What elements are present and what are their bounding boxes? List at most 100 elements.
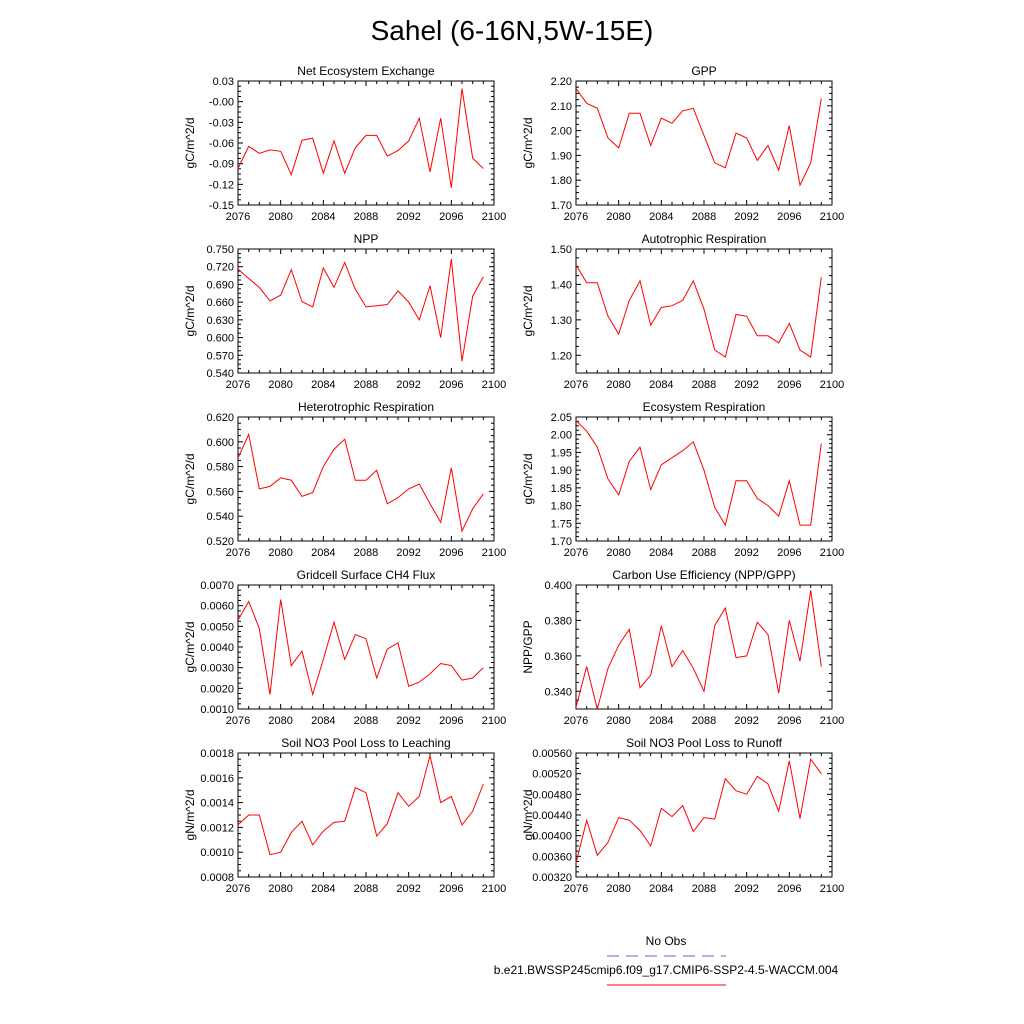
panel-3: NPP 2076 2080 2084 2088 2092 2096 2100 0.540 0.57… [183,232,506,391]
x-tick-label: 2076 [564,379,588,391]
x-tick-label: 2096 [439,211,463,223]
x-tick-label: 2080 [268,715,292,727]
figure-title: Sahel (6-16N,5W-15E) [371,15,654,46]
x-tick-label: 2080 [606,211,630,223]
x-tick-label: 2080 [268,883,292,895]
x-tick-label: 2100 [482,715,506,727]
x-tick-label: 2084 [311,883,335,895]
y-tick-label: 0.360 [544,651,572,663]
x-tick-label: 2076 [226,211,250,223]
x-tick-label: 2084 [649,211,673,223]
x-tick-label: 2084 [649,715,673,727]
panels: Net Ecosystem Exchange 2076 2080 2084 2088 20… [183,64,844,895]
y-tick-label: 0.540 [206,368,234,380]
x-tick-label: 2088 [692,715,716,727]
x-tick-label: 2084 [311,211,335,223]
y-tick-label: 0.400 [544,580,572,592]
x-tick-label: 2100 [820,379,844,391]
y-tick-label: -0.12 [209,179,234,191]
series-line [575,88,822,187]
plot-frame [575,80,833,206]
series-line [237,432,484,533]
y-axis-label: gC/m^2/d [183,286,197,337]
panel-8: Carbon Use Efficiency (NPP/GPP) 2076 2080 2… [521,568,844,727]
x-tick-label: 2092 [734,379,758,391]
x-tick-label: 2084 [311,379,335,391]
x-tick-label: 2092 [396,547,420,559]
x-tick-label: 2096 [777,715,801,727]
y-tick-label: 2.00 [551,126,572,138]
y-tick-label: 1.80 [551,175,572,187]
panel-title: Heterotrophic Respiration [298,400,434,414]
y-tick-label: 0.0016 [200,773,234,785]
y-tick-label: 0.520 [206,536,234,548]
x-tick-label: 2092 [396,211,420,223]
x-tick-label: 2088 [692,883,716,895]
series-line [237,755,484,856]
y-axis-label: gC/m^2/d [183,454,197,505]
y-tick-label: 0.0030 [200,663,234,675]
panel-title: Soil NO3 Pool Loss to Leaching [281,736,450,750]
y-tick-label: 0.0014 [200,798,234,810]
panel-title: Autotrophic Respiration [642,232,767,246]
y-tick-label: 0.600 [206,333,234,345]
plot-frame [575,416,833,542]
y-tick-label: 0.00360 [532,851,572,863]
series-line [575,264,822,358]
y-tick-label: 0.380 [544,615,572,627]
panel-1: Net Ecosystem Exchange 2076 2080 2084 2088 20… [183,64,506,223]
x-tick-label: 2084 [649,883,673,895]
x-tick-label: 2096 [777,379,801,391]
y-tick-label: -0.15 [209,200,234,212]
x-tick-label: 2080 [268,211,292,223]
panel-5: Heterotrophic Respiration 2076 2080 2084 208… [183,400,506,559]
x-tick-label: 2088 [354,883,378,895]
plot-frame [237,752,495,878]
x-tick-label: 2088 [354,379,378,391]
plot-frame [575,752,833,878]
x-tick-label: 2076 [564,547,588,559]
x-tick-label: 2080 [606,547,630,559]
y-tick-label: 0.03 [213,76,234,88]
x-tick-label: 2096 [439,379,463,391]
y-tick-label: 1.90 [551,465,572,477]
panel-10: Soil NO3 Pool Loss to Runoff 2076 2080 2084… [521,736,844,895]
y-tick-label: 0.0010 [200,847,234,859]
x-tick-label: 2096 [439,883,463,895]
y-axis-label: gN/m^2/d [183,790,197,841]
y-axis-label: gC/m^2/d [521,286,535,337]
x-tick-label: 2092 [734,211,758,223]
x-tick-label: 2080 [606,715,630,727]
y-axis-label: gC/m^2/d [521,118,535,169]
series-line [575,590,822,710]
y-tick-label: 0.0012 [200,822,234,834]
x-tick-label: 2100 [820,883,844,895]
x-tick-label: 2084 [649,547,673,559]
x-tick-label: 2092 [734,547,758,559]
y-tick-label: 1.70 [551,200,572,212]
legend-label-no-obs: No Obs [646,934,687,948]
x-tick-label: 2092 [734,883,758,895]
y-tick-label: 0.0050 [200,621,234,633]
x-tick-label: 2076 [226,379,250,391]
x-tick-label: 2076 [564,211,588,223]
y-axis-label: gC/m^2/d [521,454,535,505]
y-axis-label: NPP/GPP [521,620,535,673]
x-tick-label: 2092 [396,883,420,895]
y-axis-label: gN/m^2/d [521,790,535,841]
y-tick-label: 0.340 [544,686,572,698]
x-tick-label: 2100 [820,211,844,223]
y-tick-label: 2.20 [551,76,572,88]
x-tick-label: 2100 [482,211,506,223]
y-tick-label: 1.30 [551,315,572,327]
x-tick-label: 2088 [354,211,378,223]
panel-title: Ecosystem Respiration [643,400,766,414]
y-tick-label: 0.0070 [200,580,234,592]
x-tick-label: 2088 [692,211,716,223]
panel-title: Net Ecosystem Exchange [297,64,435,78]
series-line [237,599,484,697]
y-tick-label: 2.00 [551,430,572,442]
y-tick-label: 0.00480 [532,789,572,801]
panel-6: Ecosystem Respiration 2076 2080 2084 2088 209… [521,400,844,559]
